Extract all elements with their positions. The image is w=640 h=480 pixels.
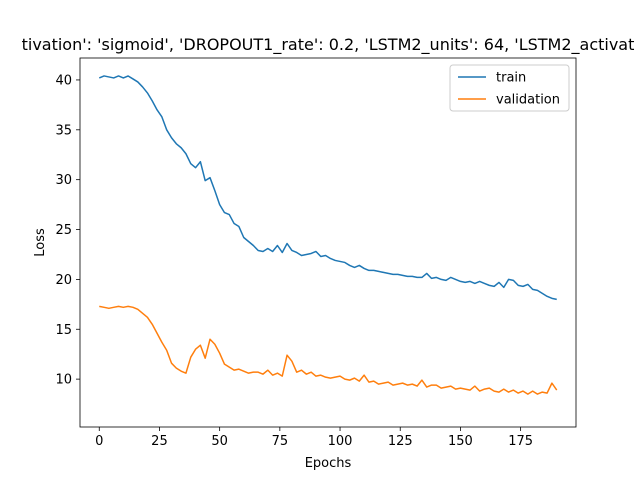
y-tick-label: 40 <box>55 73 72 88</box>
y-axis-label: Loss <box>33 228 48 257</box>
legend-label-validation: validation <box>496 93 560 108</box>
axes-group: 0 25 50 75 100 125 150 175 10 15 20 25 30 35 40 <box>55 57 577 449</box>
y-tick-label: 20 <box>55 273 72 288</box>
y-tick-label: 15 <box>55 323 72 338</box>
axes-frame <box>79 57 577 428</box>
x-axis-label: Epochs <box>305 456 352 471</box>
x-tick-label: 150 <box>448 434 473 449</box>
plot-area <box>80 58 576 427</box>
y-tick-label: 25 <box>55 223 72 238</box>
series-line-validation <box>99 305 558 395</box>
y-tick-label: 35 <box>55 123 72 138</box>
y-tick-label: 30 <box>55 173 72 188</box>
legend: train validation <box>449 64 570 112</box>
series-group <box>98 75 558 395</box>
x-tick-label: 175 <box>508 434 533 449</box>
y-tick-label: 10 <box>55 373 72 388</box>
x-tick-label: 125 <box>388 434 413 449</box>
plot-background <box>80 58 576 427</box>
legend-label-train: train <box>496 71 526 86</box>
x-tick-label: 100 <box>328 434 353 449</box>
x-tick-label: 0 <box>95 434 103 449</box>
x-tick-label: 50 <box>211 434 228 449</box>
x-tick-label: 75 <box>272 434 289 449</box>
series-line-train <box>98 75 557 301</box>
chart-title: tivation': 'sigmoid', 'DROPOUT1_rate': 0… <box>22 35 635 55</box>
x-tick-label: 25 <box>151 434 168 449</box>
